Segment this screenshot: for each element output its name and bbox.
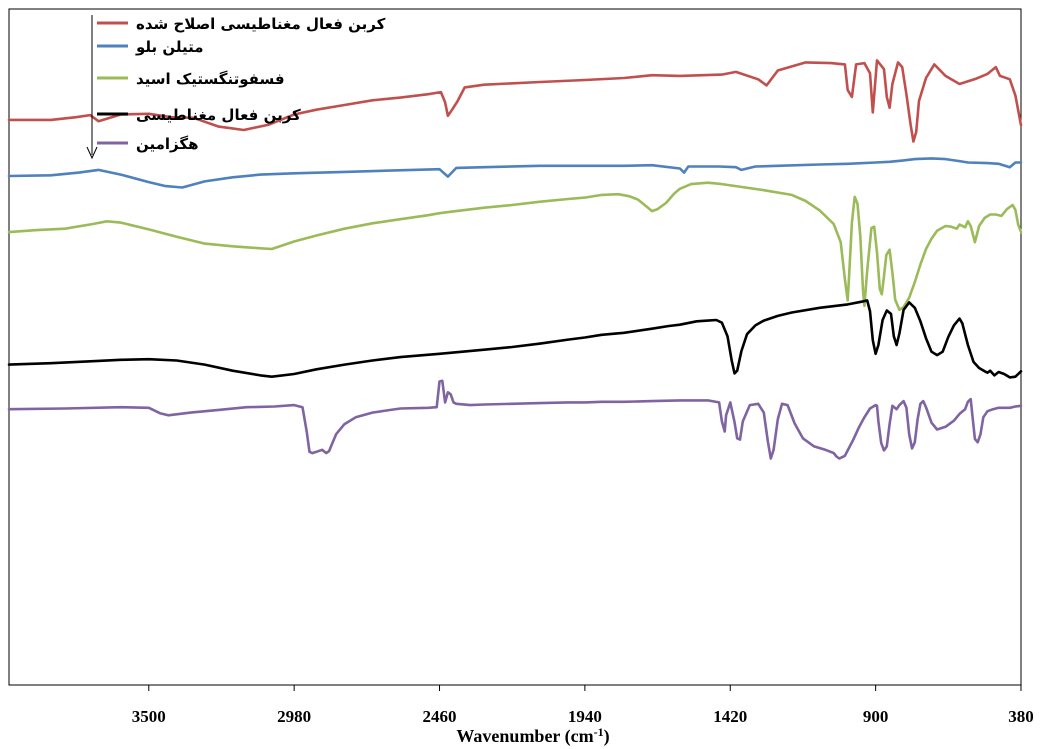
plot-frame (8, 8, 1022, 686)
x-tick-label-2460: 2460 (423, 707, 457, 726)
series-line-1 (7, 59, 1023, 143)
x-tick-label-3500: 3500 (132, 707, 166, 726)
x-tick-label-1420: 1420 (713, 707, 747, 726)
legend: کربن فعال مغناطیسی اصلاح شده متیلن بلو فسف… (86, 15, 386, 160)
x-axis-tick-labels: 3500 2980 2460 1940 1420 900 380 (132, 707, 1034, 726)
legend-label-2: متیلن بلو (135, 38, 204, 56)
x-tick-label-900: 900 (863, 707, 889, 726)
x-tick-label-2980: 2980 (277, 707, 311, 726)
x-axis-ticks (148, 685, 1022, 691)
legend-label-5: هگزامین (136, 135, 199, 153)
spectra-traces (7, 59, 1023, 460)
x-tick-label-380: 380 (1008, 707, 1034, 726)
series-line-3 (7, 181, 1023, 312)
x-axis-title: Wavenumber (cm-1) (456, 725, 609, 747)
legend-arrow-head (86, 146, 98, 160)
x-tick-label-1940: 1940 (568, 707, 602, 726)
series-line-2 (7, 157, 1023, 189)
legend-label-1: کربن فعال مغناطیسی اصلاح شده (136, 15, 386, 33)
legend-label-3: فسفوتنگستیک اسید (136, 70, 285, 88)
legend-label-4: کربن فعال مغناطیسی (136, 106, 301, 124)
series-line-5 (7, 379, 1023, 460)
series-line-4 (7, 299, 1023, 379)
